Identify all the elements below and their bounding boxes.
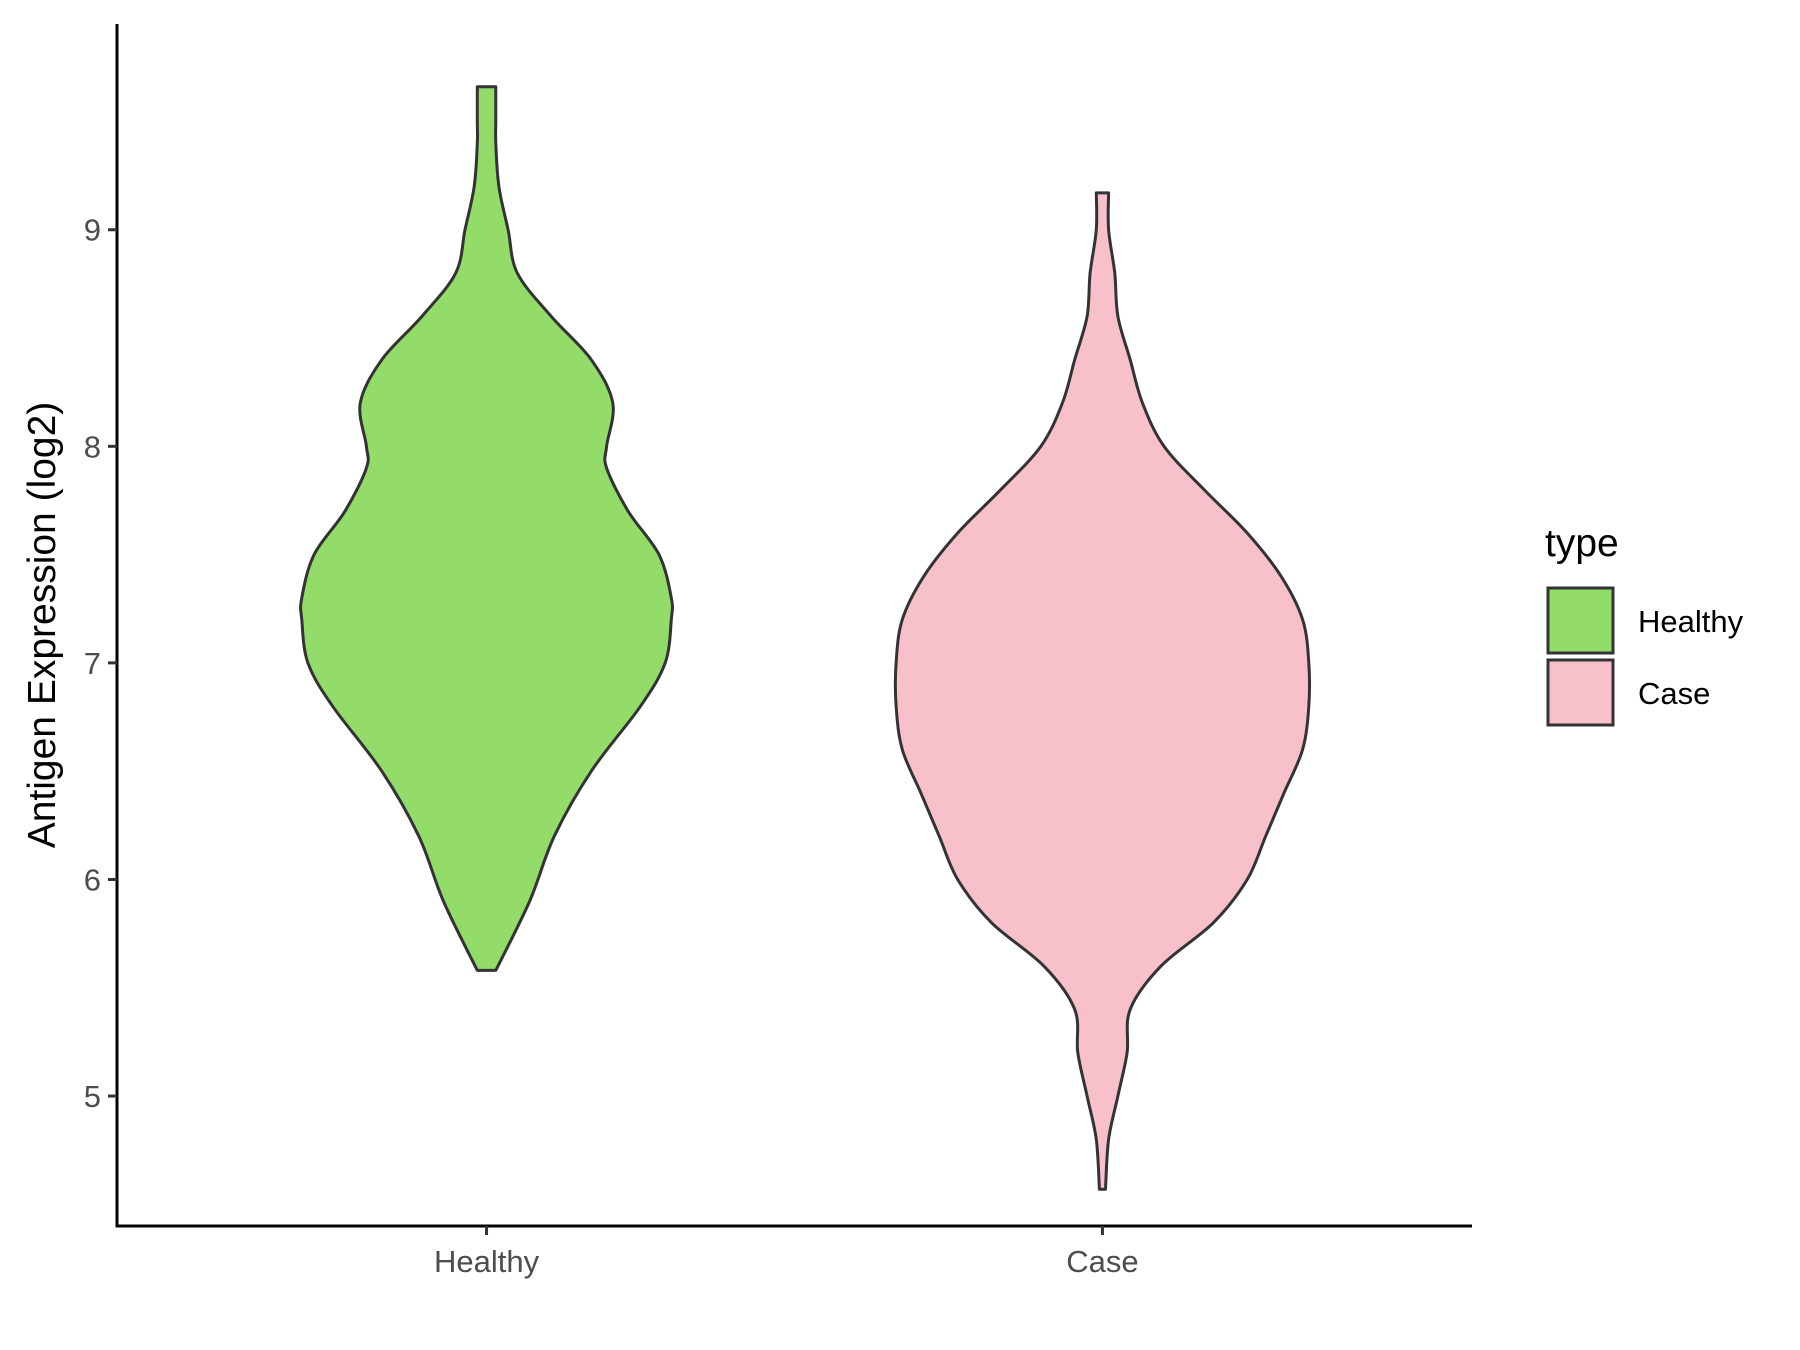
x-tick-label: Case	[1066, 1244, 1138, 1279]
legend: type Healthy Case	[1545, 522, 1744, 727]
violin-case	[893, 191, 1312, 1191]
y-axis-title: Antigen Expression (log2)	[21, 402, 64, 849]
legend-swatch-healthy	[1546, 586, 1615, 655]
legend-label: Case	[1638, 676, 1710, 711]
legend-title: type	[1545, 522, 1619, 565]
legend-swatch-case	[1546, 658, 1615, 727]
y-axis-ticks: 5 6 7 8 9	[84, 213, 117, 1114]
y-tick-label: 6	[84, 862, 101, 897]
y-tick-label: 7	[84, 646, 101, 681]
x-tick-label: Healthy	[434, 1244, 540, 1279]
violins-layer	[299, 85, 1312, 1191]
legend-label: Healthy	[1638, 604, 1744, 639]
y-tick-label: 9	[84, 213, 101, 248]
y-tick-label: 5	[84, 1079, 101, 1114]
x-axis-ticks: Healthy Case	[434, 1226, 1139, 1279]
y-tick-label: 8	[84, 429, 101, 464]
violin-healthy	[299, 85, 674, 972]
legend-items: Healthy Case	[1546, 586, 1744, 727]
axes-layer: 5 6 7 8 9 Healthy Case	[84, 24, 1472, 1279]
